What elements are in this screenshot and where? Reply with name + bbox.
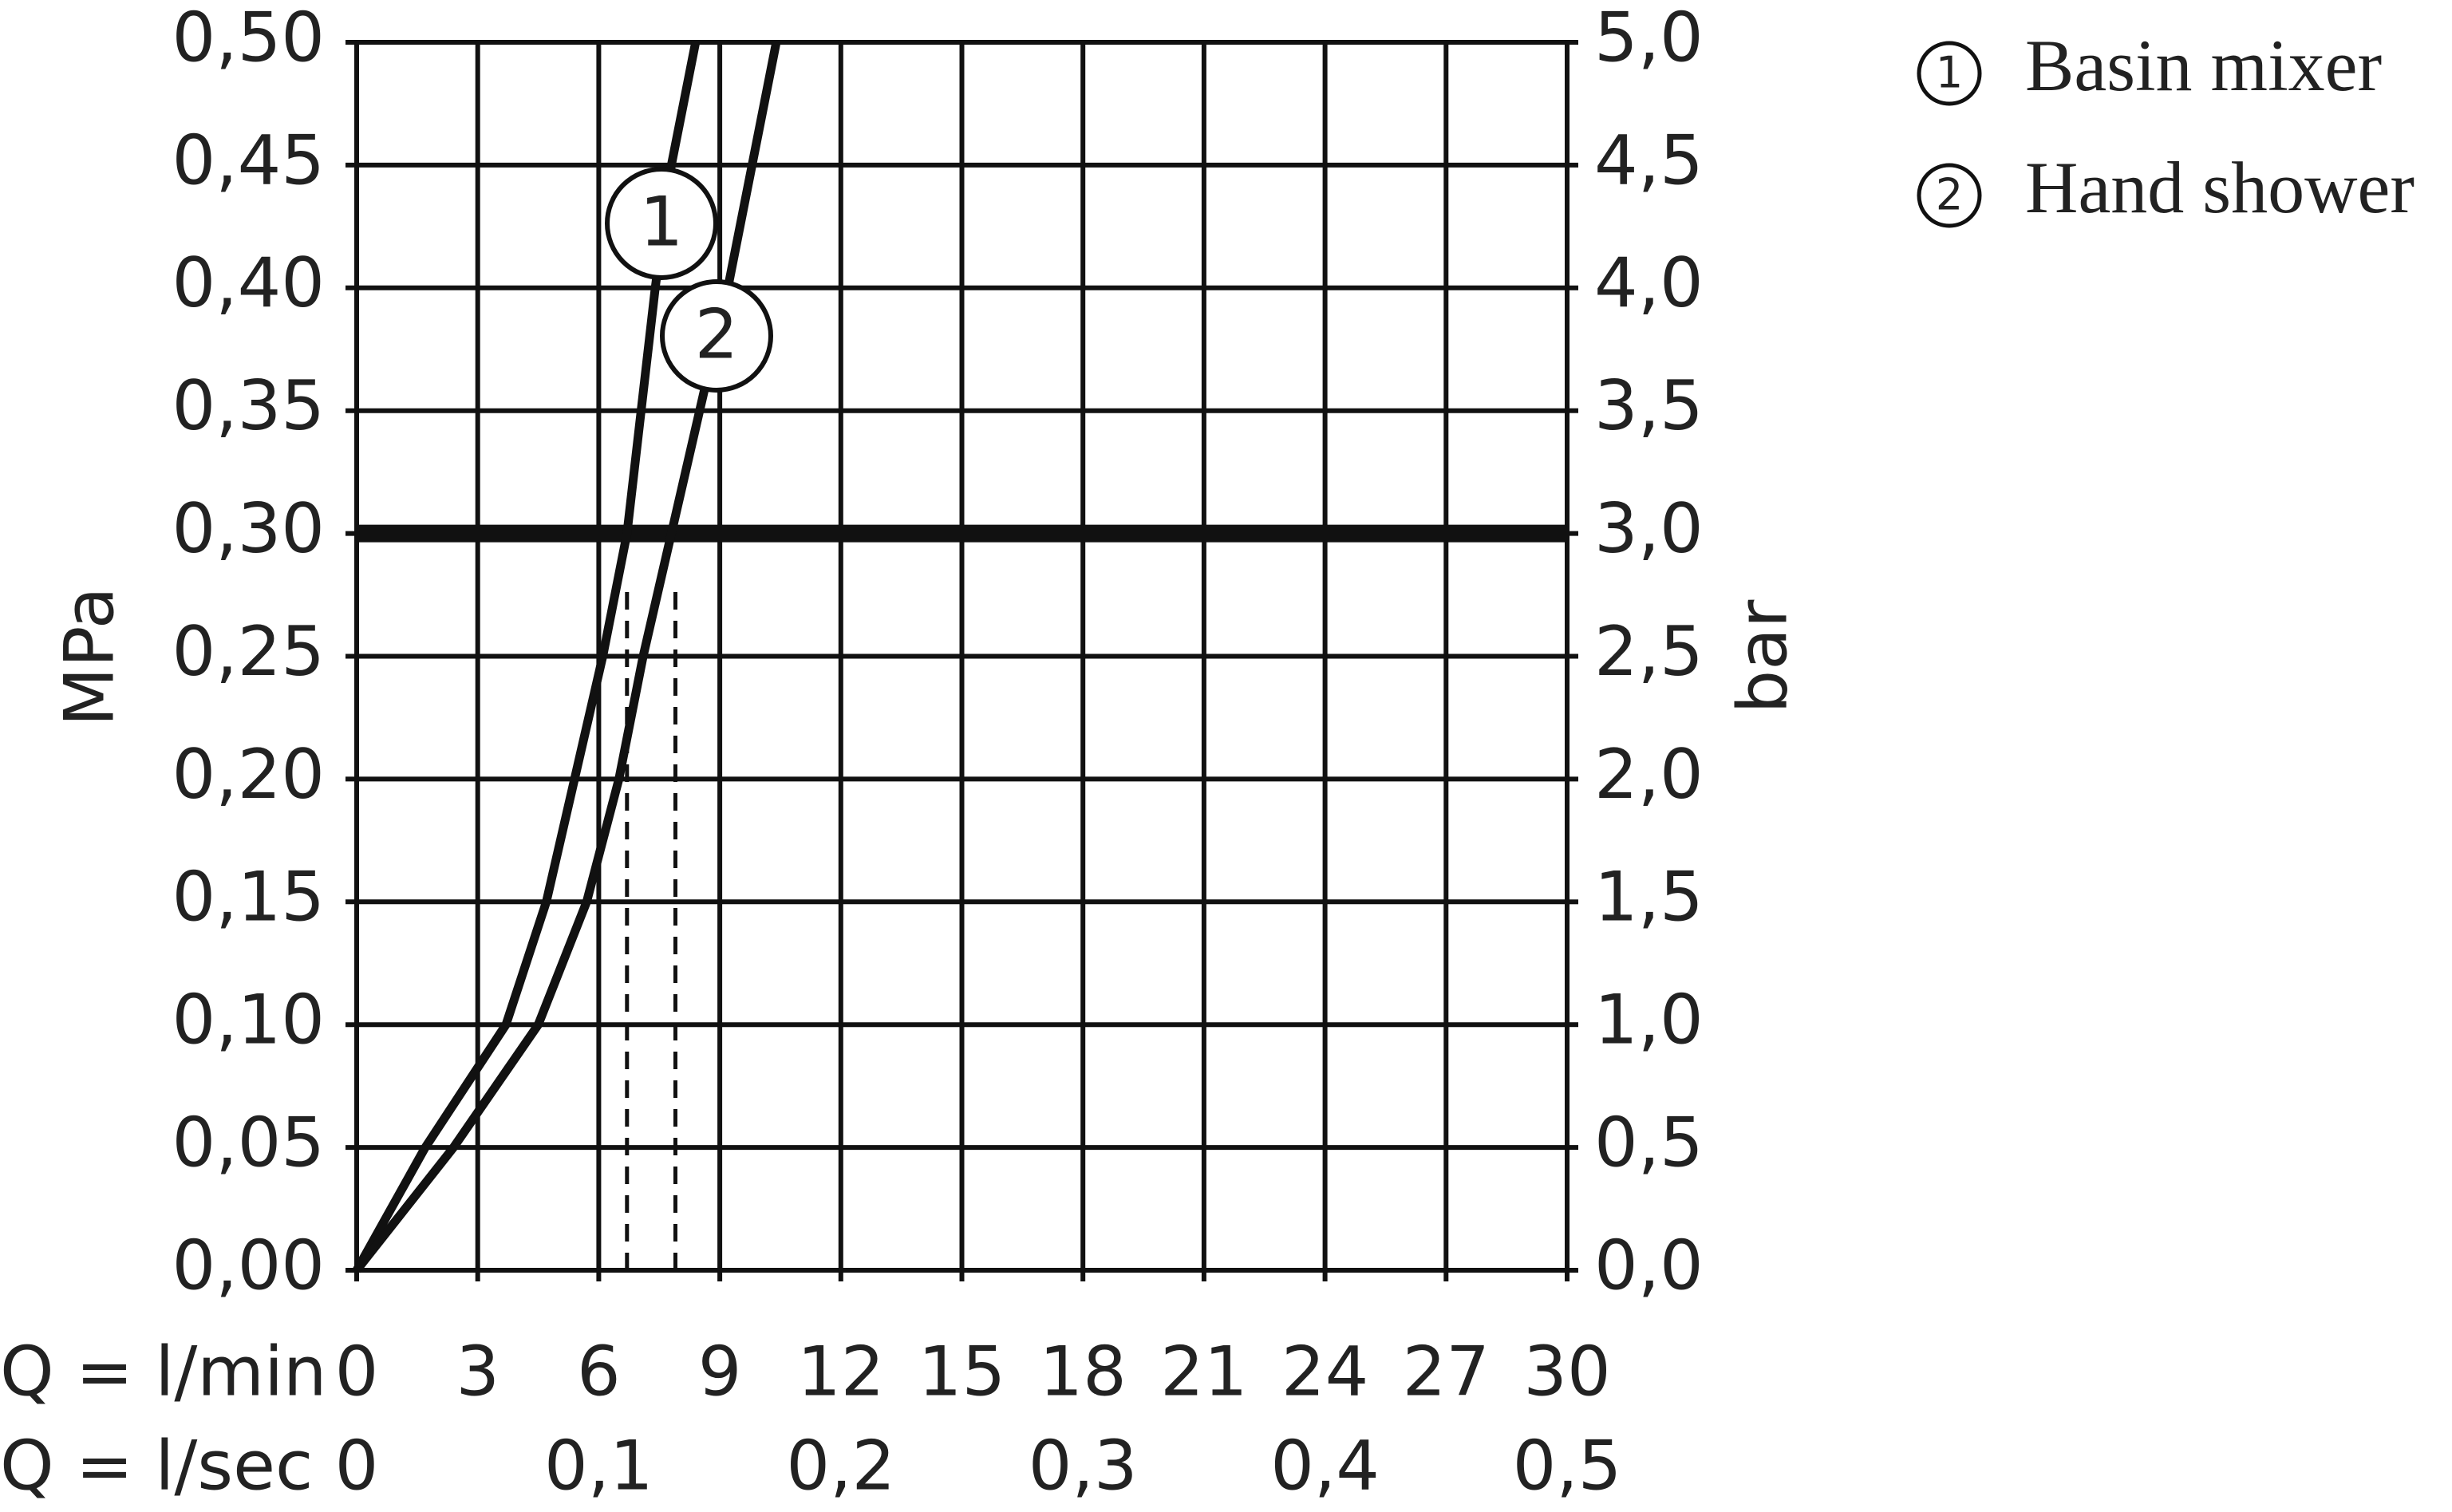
- y2-tick-label: 4,0: [1594, 243, 1704, 323]
- curve-marker-label: 1: [640, 182, 684, 262]
- y-tick-label: 0,05: [172, 1103, 325, 1183]
- y-tick-label: 0,40: [172, 243, 325, 323]
- x2-tick-label: 0,4: [1270, 1426, 1380, 1506]
- y2-tick-label: 2,0: [1594, 735, 1704, 815]
- y2-axis-title: bar: [1723, 599, 1802, 713]
- x-tick-label: 18: [1039, 1332, 1126, 1411]
- y-tick-label: 0,15: [172, 858, 325, 938]
- x-tick-label: 21: [1160, 1332, 1247, 1411]
- x-tick-label: 12: [797, 1332, 884, 1411]
- series-line: [353, 41, 781, 1273]
- x-tick-label: 27: [1403, 1332, 1490, 1411]
- x2-tick-label: 0,5: [1513, 1426, 1622, 1506]
- y-axis-title: MPa: [49, 587, 129, 727]
- y2-tick-label: 5,0: [1594, 0, 1704, 77]
- y2-tick-label: 3,0: [1594, 489, 1704, 569]
- x-tick-label: 30: [1523, 1332, 1610, 1411]
- x2-tick-label: 0: [335, 1426, 379, 1506]
- y-tick-label: 0,20: [172, 735, 325, 815]
- y-tick-label: 0,00: [172, 1226, 325, 1305]
- y-tick-label: 0,30: [172, 489, 325, 569]
- x-tick-label: 0: [335, 1332, 379, 1411]
- x-tick-label: 3: [456, 1332, 499, 1411]
- y2-tick-label: 3,5: [1594, 366, 1704, 446]
- y2-tick-label: 0,5: [1594, 1103, 1704, 1183]
- legend-marker: [1917, 163, 1982, 228]
- y2-tick-label: 2,5: [1594, 612, 1704, 692]
- x-tick-label: 6: [577, 1332, 621, 1411]
- y2-tick-label: 0,0: [1594, 1226, 1704, 1305]
- curve-marker: [605, 167, 718, 280]
- y-tick-label: 0,45: [172, 120, 325, 200]
- y-tick-label: 0,25: [172, 612, 325, 692]
- legend-label: Hand shower: [2025, 147, 2414, 228]
- x2-tick-label: 0,1: [544, 1426, 653, 1506]
- legend-marker-label: 1: [1936, 48, 1963, 98]
- x2-tick-label: 0,2: [786, 1426, 895, 1506]
- y-tick-label: 0,35: [172, 366, 325, 446]
- legend-label: Basin mixer: [2025, 25, 2382, 106]
- x-axis-title: Q = l/min: [0, 1332, 326, 1411]
- x2-axis-title: Q = l/sec: [0, 1426, 313, 1506]
- curve-marker-label: 2: [695, 294, 739, 374]
- y-tick-label: 0,50: [172, 0, 325, 77]
- y-tick-label: 0,10: [172, 981, 325, 1060]
- legend-marker: [1917, 41, 1982, 106]
- legend-marker-label: 2: [1936, 170, 1963, 220]
- y2-tick-label: 1,5: [1594, 858, 1704, 938]
- x-tick-label: 15: [918, 1332, 1005, 1411]
- y2-tick-label: 1,0: [1594, 981, 1704, 1060]
- x-tick-label: 9: [698, 1332, 742, 1411]
- y2-tick-label: 4,5: [1594, 120, 1704, 200]
- x2-tick-label: 0,3: [1029, 1426, 1138, 1506]
- x-tick-label: 24: [1281, 1332, 1368, 1411]
- curve-marker: [660, 279, 773, 393]
